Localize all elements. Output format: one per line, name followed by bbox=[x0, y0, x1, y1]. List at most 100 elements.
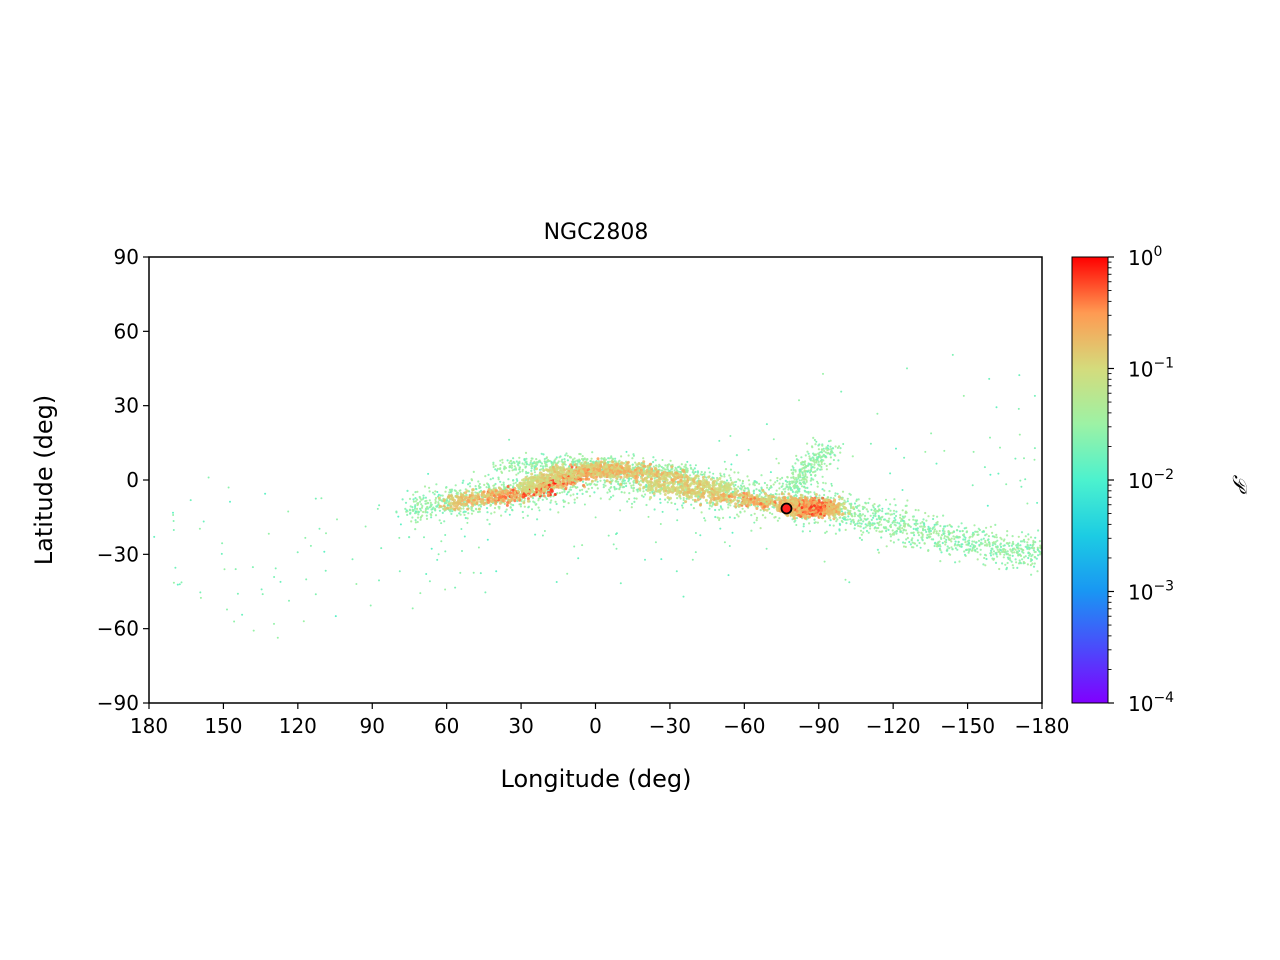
stream-point bbox=[928, 533, 931, 536]
stream-point bbox=[844, 513, 847, 516]
stream-point bbox=[724, 468, 728, 471]
stream-point bbox=[1014, 548, 1017, 551]
background-point bbox=[508, 438, 511, 441]
ridge-point bbox=[471, 488, 475, 492]
background-point bbox=[828, 440, 830, 443]
ridge-point bbox=[530, 486, 534, 490]
background-point bbox=[378, 504, 381, 507]
stream-point bbox=[862, 527, 865, 530]
stream-point bbox=[908, 540, 911, 544]
stream-point bbox=[620, 491, 623, 494]
stream-point bbox=[1032, 549, 1035, 552]
stream-point bbox=[813, 466, 816, 469]
stream-point bbox=[864, 526, 867, 529]
ridge-point bbox=[535, 467, 538, 471]
stream-point bbox=[914, 519, 917, 522]
stream-point bbox=[984, 544, 987, 547]
stream-point bbox=[811, 471, 815, 474]
stream-point bbox=[682, 496, 685, 500]
stream-point bbox=[513, 465, 516, 468]
stream-point bbox=[861, 513, 865, 516]
stream-point bbox=[431, 511, 434, 514]
ridge-point bbox=[545, 485, 549, 489]
stream-point bbox=[503, 502, 506, 505]
stream-point bbox=[434, 509, 437, 512]
stream-point bbox=[804, 472, 807, 476]
stream-point bbox=[807, 464, 810, 467]
stream-point bbox=[1016, 551, 1019, 554]
stream-point bbox=[964, 541, 967, 544]
stream-point bbox=[962, 538, 965, 541]
ridge-point bbox=[437, 496, 441, 500]
stream-point bbox=[785, 483, 788, 486]
stream-point bbox=[465, 494, 468, 497]
stream-point bbox=[866, 510, 870, 513]
stream-point bbox=[850, 520, 853, 523]
ridge-point bbox=[495, 497, 499, 501]
ridge-point bbox=[567, 467, 571, 471]
ridge-point bbox=[531, 475, 535, 479]
stream-point bbox=[631, 466, 634, 469]
stream-point bbox=[813, 438, 817, 442]
stream-point bbox=[487, 484, 490, 487]
stream-point bbox=[587, 487, 590, 490]
ridge-point bbox=[457, 502, 461, 506]
ridge-point bbox=[505, 503, 509, 507]
background-point bbox=[336, 518, 338, 521]
stream-point bbox=[828, 524, 832, 527]
stream-point bbox=[1005, 542, 1008, 545]
stream-point bbox=[505, 508, 508, 511]
stream-point bbox=[428, 499, 431, 502]
stream-point bbox=[499, 480, 502, 483]
ridge-point bbox=[442, 499, 446, 503]
stream-point bbox=[830, 449, 833, 453]
stream-point bbox=[1017, 544, 1020, 547]
stream-point bbox=[700, 511, 703, 514]
stream-point bbox=[862, 506, 866, 509]
stream-point bbox=[834, 492, 837, 495]
background-point bbox=[355, 583, 358, 585]
stream-point bbox=[420, 506, 424, 509]
stream-point bbox=[543, 457, 546, 461]
stream-point bbox=[912, 518, 915, 521]
stream-point bbox=[480, 489, 483, 492]
stream-point bbox=[851, 455, 854, 458]
background-point bbox=[180, 581, 183, 584]
stream-point bbox=[983, 556, 986, 560]
stream-point bbox=[996, 555, 999, 558]
stream-point bbox=[963, 527, 966, 530]
stream-point bbox=[836, 492, 839, 495]
ridge-point bbox=[690, 481, 694, 485]
ridge-point bbox=[562, 484, 565, 488]
background-point bbox=[630, 477, 633, 480]
stream-point bbox=[566, 491, 570, 494]
stream-point bbox=[509, 484, 512, 487]
stream-point bbox=[415, 498, 419, 501]
ridge-point bbox=[541, 476, 545, 480]
stream-point bbox=[1005, 568, 1008, 571]
ridge-point bbox=[648, 475, 652, 479]
stream-point bbox=[1014, 558, 1017, 561]
stream-point bbox=[877, 514, 880, 518]
stream-point bbox=[1022, 538, 1026, 542]
stream-point bbox=[451, 510, 454, 513]
stream-point bbox=[772, 483, 775, 486]
stream-point bbox=[937, 532, 940, 535]
stream-point bbox=[826, 449, 829, 452]
ridge-point bbox=[616, 475, 620, 479]
stream-point bbox=[847, 515, 850, 518]
stream-point bbox=[573, 501, 576, 504]
background-point bbox=[495, 570, 498, 573]
stream-point bbox=[752, 492, 756, 495]
stream-point bbox=[426, 506, 429, 509]
stream-point bbox=[515, 460, 518, 463]
stream-point bbox=[510, 508, 514, 511]
stream-point bbox=[857, 524, 860, 528]
stream-point bbox=[839, 451, 842, 454]
stream-point bbox=[902, 541, 905, 544]
ridge-point bbox=[453, 507, 457, 511]
stream-point bbox=[737, 478, 740, 481]
ridge-point bbox=[443, 507, 447, 511]
stream-point bbox=[746, 487, 749, 490]
stream-point bbox=[573, 498, 576, 501]
